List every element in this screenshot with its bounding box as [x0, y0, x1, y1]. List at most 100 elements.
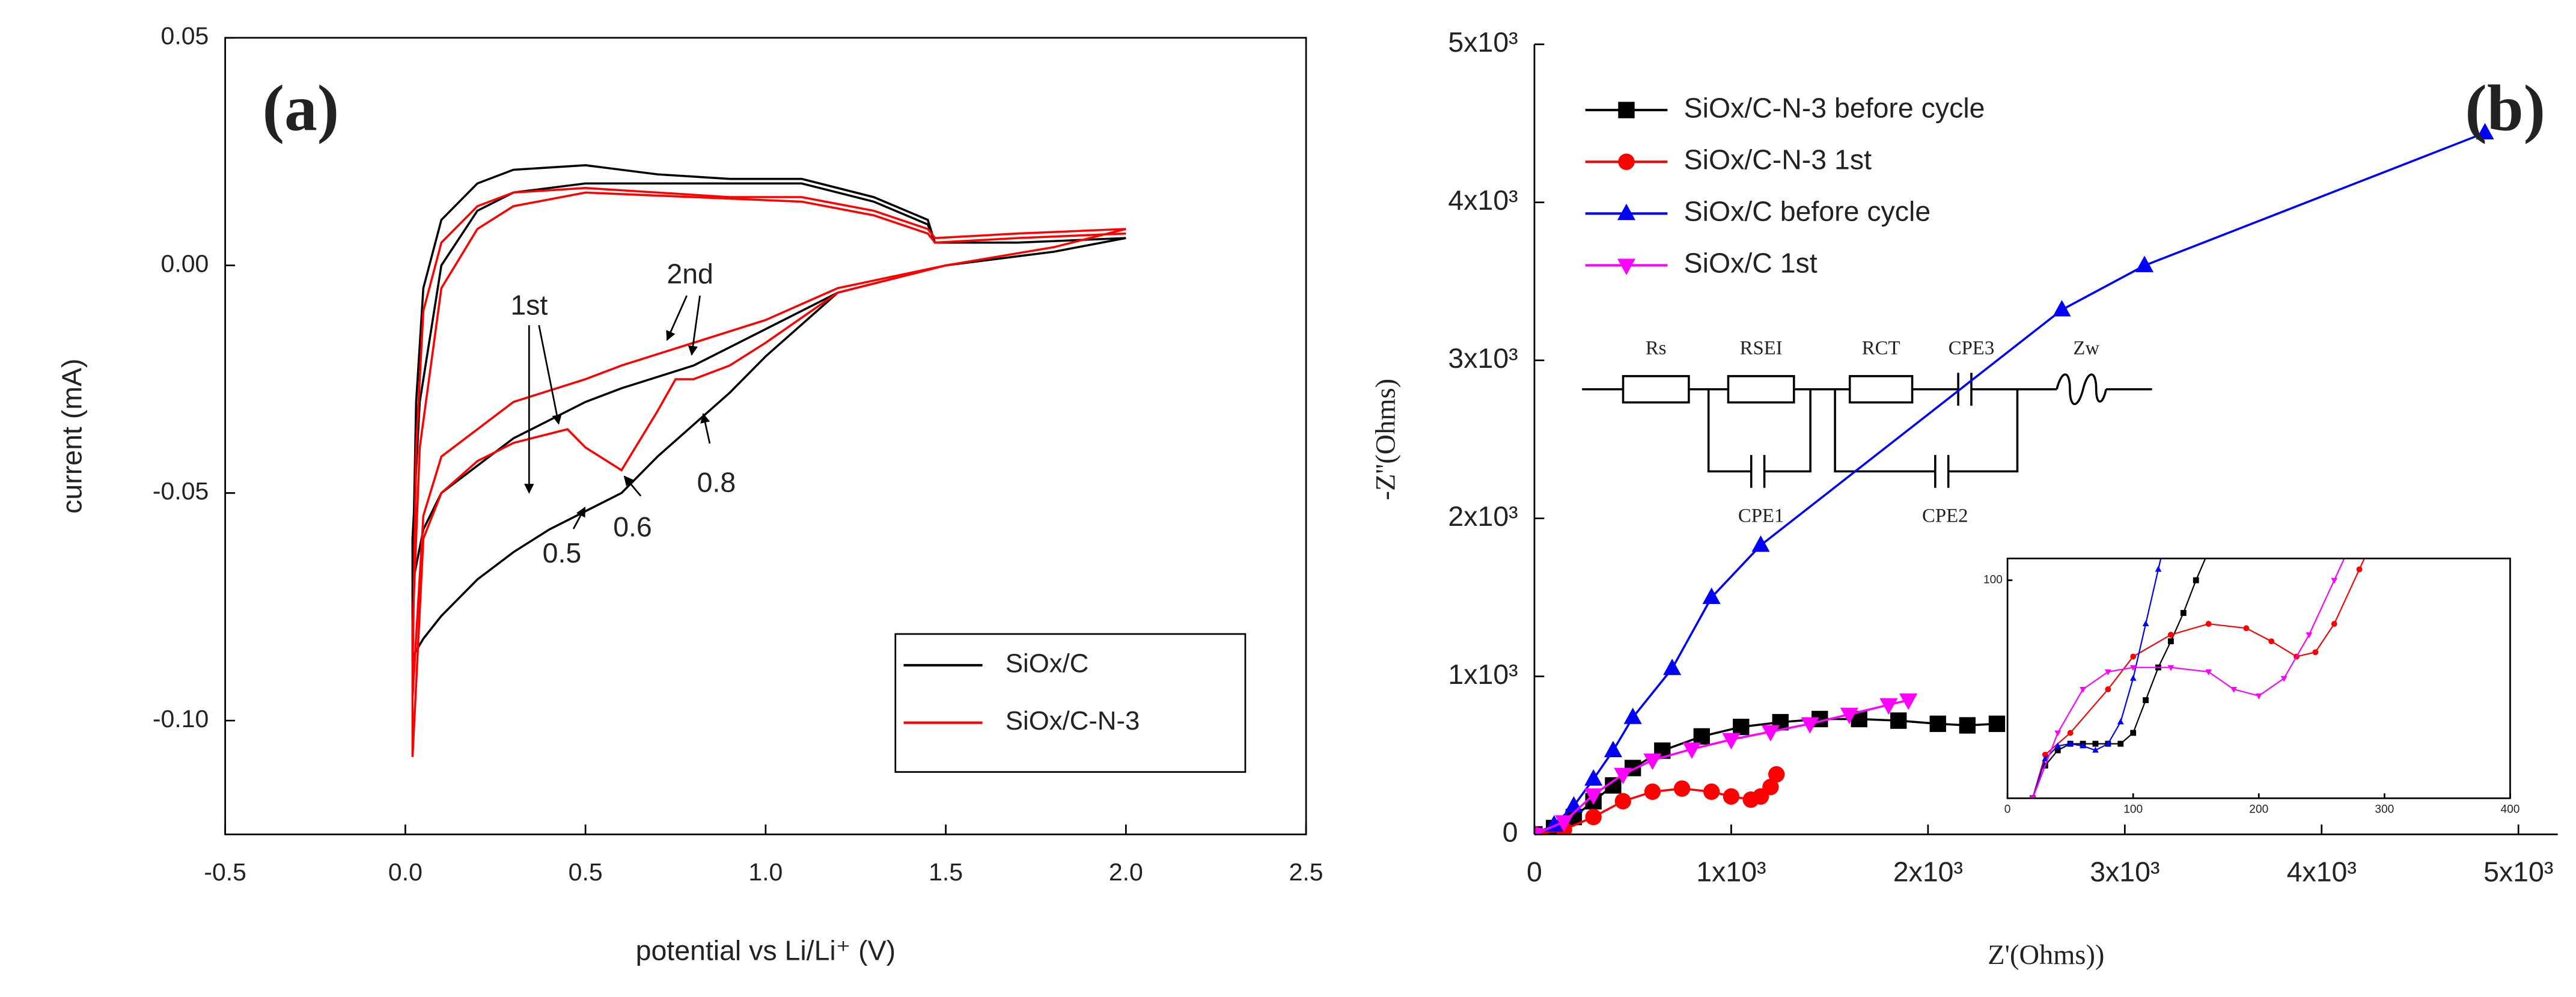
marker: [2205, 669, 2212, 675]
marker: [2356, 523, 2363, 529]
x-tick-label: 1.5: [929, 858, 963, 886]
annotation: CPE1: [1738, 505, 1784, 526]
marker: [1703, 783, 1720, 800]
marker: [1623, 707, 1642, 724]
series-line: [2031, 558, 2366, 799]
marker: [1614, 793, 1631, 809]
marker: [1585, 808, 1602, 826]
marker: [2356, 566, 2363, 573]
y-tick-label: 0.00: [161, 249, 209, 277]
marker: [2092, 746, 2099, 753]
y-tick-label: 100: [1983, 574, 2003, 587]
marker: [2167, 665, 2175, 671]
marker: [2255, 693, 2262, 700]
y-tick-label: 0.05: [161, 22, 209, 50]
legend-marker: [1618, 153, 1635, 170]
x-tick-label: 2x10³: [1893, 856, 1963, 887]
background: [1569, 320, 2161, 534]
marker: [1768, 766, 1785, 783]
series-line: [1534, 699, 1909, 835]
x-axis-label: potential vs Li/Li⁺ (V): [636, 934, 896, 966]
marker: [1733, 718, 1750, 736]
legend-marker: [1618, 102, 1635, 118]
plot-frame: [224, 37, 1307, 835]
marker: [1899, 694, 1918, 710]
annotation: 2nd: [667, 258, 713, 289]
marker: [2205, 621, 2212, 627]
x-tick-label: 0.5: [569, 858, 603, 886]
background: [2007, 558, 2510, 799]
marker: [2476, 123, 2494, 139]
marker: [2407, 490, 2413, 496]
marker: [2331, 578, 2338, 584]
marker: [2117, 718, 2124, 725]
marker: [2280, 675, 2288, 682]
marker: [1762, 778, 1779, 796]
marker: [1644, 783, 1661, 800]
marker: [1643, 753, 1662, 770]
x-tick-label: 400: [2500, 803, 2520, 816]
annotation: RSEI: [1740, 338, 1783, 359]
legend-marker: [1617, 203, 1636, 221]
y-tick-label: 4x10³: [1448, 184, 1518, 216]
annotation-arrows: [524, 295, 711, 529]
marker: [2104, 740, 2111, 746]
x-tick-label: 300: [2375, 803, 2394, 816]
marker: [2306, 632, 2313, 639]
plot-area: [1534, 123, 2494, 835]
marker: [2135, 255, 2154, 272]
y-tick-label: 0: [1503, 817, 1518, 848]
marker: [1555, 815, 1573, 832]
plot-area: [411, 164, 1126, 757]
y-tick-label: 5x10³: [1448, 26, 1518, 58]
marker: [2092, 740, 2099, 747]
marker: [2381, 512, 2387, 518]
marker: [1584, 788, 1603, 805]
marker: [2407, 447, 2413, 453]
annotation: 1st: [510, 289, 548, 320]
marker: [2167, 632, 2174, 638]
x-tick-label: 0.0: [388, 858, 423, 886]
y-tick-label: -0.10: [153, 705, 209, 733]
legend-label: SiOx/C 1st: [1684, 248, 1818, 279]
marker: [1614, 767, 1632, 784]
arrow: [666, 295, 688, 341]
marker: [1534, 828, 1543, 835]
marker: [2381, 480, 2388, 486]
marker: [1722, 733, 1741, 750]
y-tick-label: 3x10³: [1448, 343, 1518, 374]
marker: [2230, 686, 2237, 693]
marker: [1929, 715, 1946, 733]
x-tick-label: 5x10³: [2483, 856, 2553, 887]
annotation: CPE2: [1922, 505, 1968, 526]
marker: [2142, 620, 2149, 627]
legend-label: SiOx/C before cycle: [1684, 196, 1930, 227]
marker: [2432, 468, 2438, 474]
x-tick-label: 4x10³: [2287, 856, 2357, 887]
marker: [2312, 649, 2319, 656]
legend-label: SiOx/C-N-3 before cycle: [1684, 92, 1985, 123]
annotation: RCT: [1862, 338, 1900, 359]
annotation: Rs: [1646, 338, 1667, 359]
x-tick-label: 0: [2004, 803, 2011, 816]
marker: [2054, 747, 2061, 754]
x-tick-label: -0.5: [204, 858, 246, 886]
marker: [1693, 728, 1710, 745]
marker: [2042, 751, 2048, 758]
marker: [2168, 511, 2175, 517]
y-axis-label: -Z''(Ohms): [1370, 379, 1401, 501]
resistor: [1848, 375, 1914, 404]
marker: [2067, 730, 2074, 736]
y-tick-label: -0.05: [153, 477, 209, 505]
capacitor: [1957, 373, 1973, 406]
marker: [1663, 658, 1682, 675]
marker: [1840, 707, 1858, 724]
resistor: [1727, 375, 1795, 404]
marker: [1702, 587, 1721, 604]
annotation: 0.8: [697, 467, 736, 498]
y-tick-label: 1x10³: [1448, 659, 1518, 690]
marker: [2167, 638, 2174, 645]
x-axis-label: Z'(Ohms)): [1988, 940, 2104, 971]
annotation: (b): [2465, 72, 2545, 144]
y-tick-label: 2x10³: [1448, 501, 1518, 532]
